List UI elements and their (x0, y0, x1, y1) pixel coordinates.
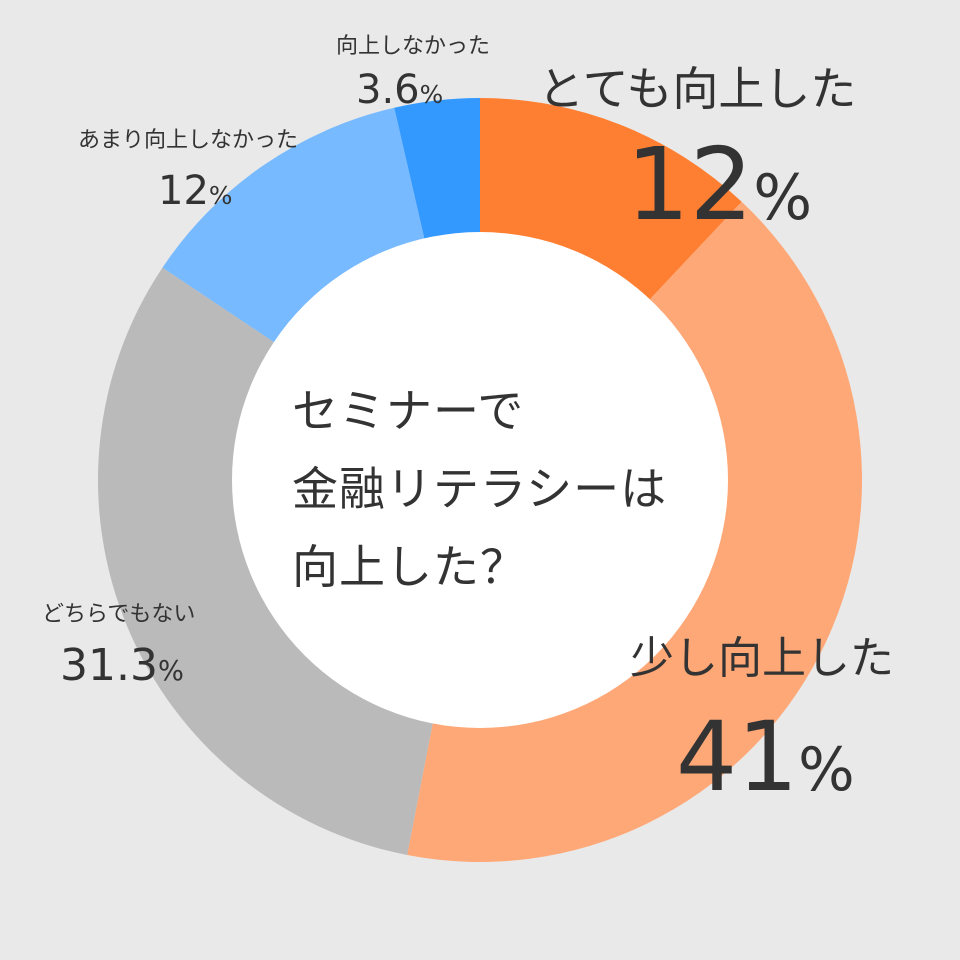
slice-label: どちらでもない (42, 602, 196, 627)
label-slightly-improved: 少し向上した 41% (630, 628, 894, 826)
slice-label: 向上しなかった (336, 34, 491, 59)
slice-value: 41% (676, 701, 855, 813)
slice-value: 12% (158, 168, 233, 214)
label-neutral: どちらでもない 31.3% (42, 598, 195, 700)
label-not-much-improved: あまり向上しなかった 12% (78, 124, 298, 223)
label-not-improved: 向上しなかった 3.6% (336, 32, 490, 121)
center-line-2: 金融リテラシーは (292, 462, 668, 516)
slice-value: 12% (626, 126, 813, 243)
slice-label: あまり向上しなかった (78, 128, 299, 153)
donut-hole (232, 232, 728, 728)
slice-label: とても向上した (538, 62, 857, 116)
slice-label: 少し向上した (630, 633, 894, 684)
center-line-1: セミナーで (292, 384, 525, 438)
label-very-improved: とても向上した 12% (538, 58, 856, 253)
slice-value: 31.3% (60, 640, 184, 691)
slice-value: 3.6% (356, 67, 444, 113)
center-line-3: 向上した？ (292, 540, 527, 594)
center-question: セミナーで 金融リテラシーは 向上した？ (292, 372, 722, 606)
